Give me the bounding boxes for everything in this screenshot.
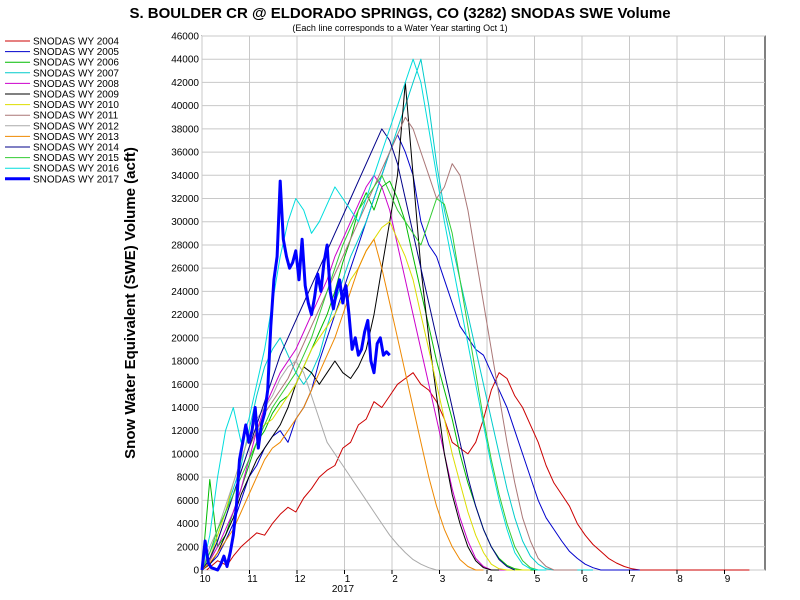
legend-label: SNODAS WY 2008 — [33, 79, 119, 90]
series-line-snodas-wy-2014 — [201, 128, 516, 571]
y-tick-label: 34000 — [171, 171, 199, 182]
legend-label: SNODAS WY 2006 — [33, 58, 119, 69]
y-tick-label: 2000 — [177, 542, 200, 553]
y-tick-label: 38000 — [171, 124, 199, 135]
legend-label: SNODAS WY 2011 — [33, 111, 119, 122]
series-group — [200, 58, 750, 572]
x-tick-label: 12 — [294, 574, 306, 585]
y-tick-label: 22000 — [171, 310, 199, 321]
y-tick-label: 8000 — [177, 473, 200, 484]
series-line-snodas-wy-2004 — [206, 372, 750, 571]
y-tick-label: 14000 — [171, 403, 199, 414]
x-year-label: 2017 — [332, 584, 355, 595]
legend-label: SNODAS WY 2017 — [33, 174, 119, 185]
y-tick-label: 0 — [193, 566, 199, 577]
series-line-snodas-wy-2005 — [201, 134, 640, 571]
x-tick-label: 3 — [440, 574, 446, 585]
x-axis-ticks: 10 11 12 1 2 3 4 5 6 7 8 9 — [199, 570, 731, 585]
legend-label: SNODAS WY 2012 — [33, 121, 119, 132]
y-tick-label: 6000 — [177, 496, 200, 507]
y-tick-label: 36000 — [171, 148, 199, 159]
legend-label: SNODAS WY 2010 — [33, 100, 119, 111]
series-line-snodas-wy-2017 — [200, 179, 391, 572]
x-tick-label: 6 — [582, 574, 588, 585]
x-tick-label: 4 — [487, 574, 493, 585]
y-tick-label: 40000 — [171, 101, 199, 112]
y-tick-label: 28000 — [171, 240, 199, 251]
y-tick-label: 46000 — [171, 32, 199, 43]
y-tick-label: 4000 — [177, 519, 200, 530]
chart-subtitle: (Each line corresponds to a Water Year s… — [292, 23, 507, 33]
y-tick-label: 26000 — [171, 264, 199, 275]
legend-label: SNODAS WY 2014 — [33, 143, 119, 154]
y-tick-label: 42000 — [171, 78, 199, 89]
series-line-snodas-wy-2013 — [201, 238, 484, 571]
legend-label: SNODAS WY 2013 — [33, 132, 119, 143]
legend-label: SNODAS WY 2009 — [33, 90, 119, 101]
x-tick-label: 11 — [247, 574, 258, 585]
y-tick-label: 10000 — [171, 449, 199, 460]
x-tick-label: 7 — [630, 574, 636, 585]
x-tick-label: 9 — [725, 574, 731, 585]
x-tick-label: 8 — [677, 574, 683, 585]
x-tick-label: 5 — [535, 574, 541, 585]
legend-label: SNODAS WY 2015 — [33, 153, 119, 164]
y-tick-label: 20000 — [171, 333, 199, 344]
y-tick-label: 32000 — [171, 194, 199, 205]
plot-area — [200, 35, 766, 572]
y-tick-label: 30000 — [171, 217, 199, 228]
series-line-snodas-wy-2016 — [201, 58, 547, 571]
legend-label: SNODAS WY 2005 — [33, 47, 119, 58]
y-tick-label: 44000 — [171, 55, 199, 66]
y-tick-label: 24000 — [171, 287, 199, 298]
x-tick-label: 10 — [199, 574, 211, 585]
x-tick-label: 2 — [392, 574, 398, 585]
series-line-snodas-wy-2007 — [201, 58, 593, 571]
y-tick-label: 18000 — [171, 357, 199, 368]
legend-label: SNODAS WY 2007 — [33, 68, 119, 79]
chart-title: S. BOULDER CR @ ELDORADO SPRINGS, CO (32… — [129, 5, 670, 22]
y-axis-label: Snow Water Equivalent (SWE) Volume (acft… — [122, 147, 139, 459]
y-tick-label: 12000 — [171, 426, 199, 437]
y-axis-ticks: 0 2000 4000 6000 8000 10000 12000 14000 16000 180… — [171, 32, 199, 577]
series-line-snodas-wy-2009 — [201, 81, 500, 571]
grid — [201, 35, 765, 571]
series-line-snodas-wy-2008 — [201, 174, 515, 571]
legend-label: SNODAS WY 2004 — [33, 37, 119, 48]
y-tick-label: 16000 — [171, 380, 199, 391]
x-tick-label: 1 — [345, 574, 351, 585]
legend-label: SNODAS WY 2016 — [33, 164, 119, 175]
